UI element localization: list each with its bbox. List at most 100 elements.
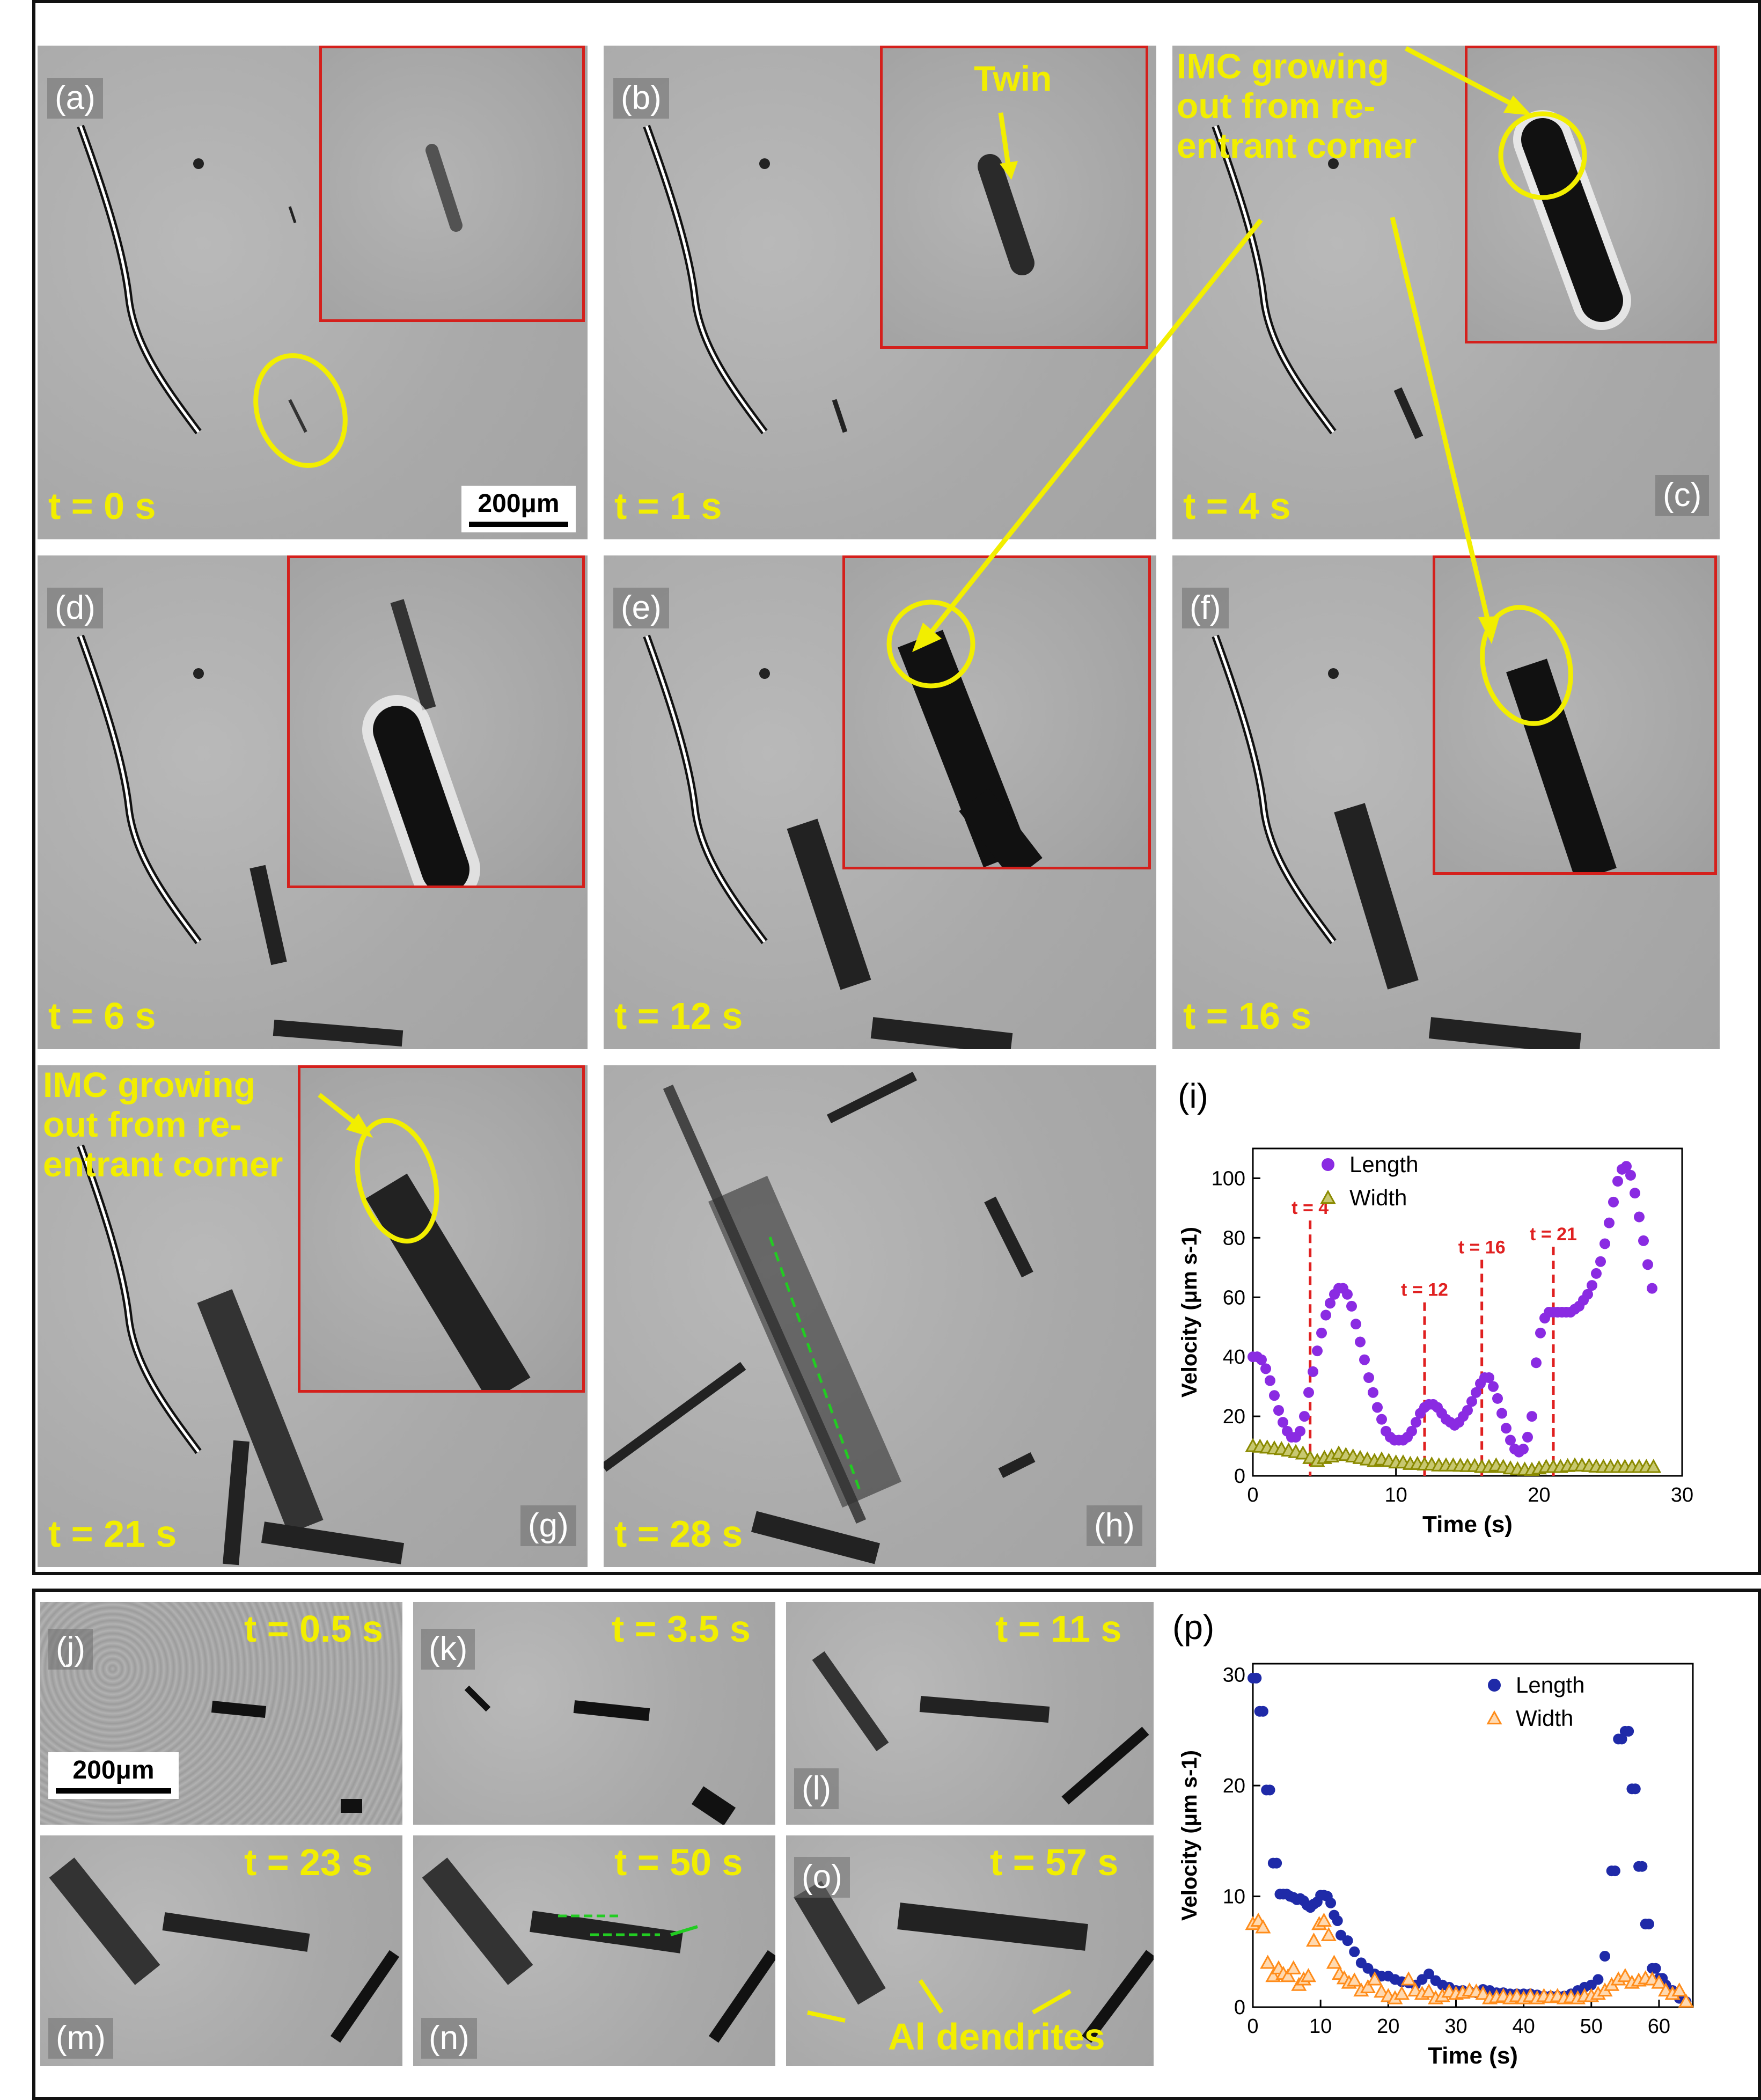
x-axis-label: Time (s) [1422,1511,1513,1538]
data-point-length [1608,1196,1619,1208]
panel-j: (j) t = 0.5 s 200μm [40,1602,402,1825]
data-point-length [1462,1405,1473,1416]
data-point-length [1256,1354,1267,1365]
time-marker-label: t = 12 [1401,1280,1448,1300]
scale-bar: 200μm [48,1752,179,1799]
data-point-length [1643,1919,1654,1930]
panel-label: (b) [613,78,669,119]
data-point-length [1411,1417,1421,1428]
highlight-ellipse [355,1117,439,1244]
data-point-length [1303,1387,1314,1398]
panel-label: (g) [520,1505,576,1547]
velocity-chart-i: 0 10 20 30 0 20 40 60 80 100 Time (s) Velocity (μm … [1178,1147,1693,1538]
data-point-length [1492,1393,1503,1404]
time-label: t = 57 s [990,1841,1119,1883]
data-point-length [1278,1417,1288,1428]
data-point-length [1320,1309,1331,1321]
imc-annotation: IMC growing out from re- entrant corner [43,1065,283,1184]
data-point-length [1264,1784,1275,1796]
y-tick-label: 100 [1212,1167,1245,1190]
x-tick-label: 10 [1385,1484,1407,1506]
panel-label: (d) [47,588,103,629]
panel-n: (n) t = 50 s [413,1835,775,2066]
data-point-length [1593,1974,1604,1985]
chart-p-label: (p) [1172,1608,1215,1647]
panel-c: IMC growing out from re- entrant corner … [1172,46,1720,539]
panel-e: (e) t = 12 s [604,555,1156,1049]
velocity-chart-p: 0 10 20 30 40 50 60 0 10 20 30 Time (s) Velocity (μm… [1178,1663,1694,2069]
data-point-length [1625,1169,1636,1181]
data-point-length [1522,1431,1533,1443]
panel-h-micrograph [604,1071,1036,1564]
y-tick-label: 60 [1223,1286,1245,1309]
data-point-length [1332,1915,1343,1926]
guide-line [768,1236,863,1495]
x-tick-label: 0 [1247,2015,1258,2038]
highlight-ellipse [253,353,348,468]
panel-label: (h) [1087,1505,1142,1547]
data-point-length [1587,1280,1597,1291]
data-point-length [1630,1188,1640,1199]
x-tick-label: 30 [1671,1484,1693,1506]
data-point-length [1634,1211,1645,1223]
panel-a: (a) 200μm t = 0 s [38,46,588,539]
data-point-width [1260,1955,1276,1969]
zoom-inset: Twin [880,46,1148,349]
scale-bar: 200μm [461,486,576,532]
data-point-width [1255,1919,1271,1934]
data-point-length [1630,1783,1641,1795]
highlight-ellipse [1480,605,1573,726]
data-point-length [1406,1425,1417,1437]
data-point-length [1295,1425,1305,1437]
data-point-length [1591,1268,1602,1279]
time-label: t = 16 s [1183,995,1312,1037]
data-point-length [1368,1387,1378,1398]
x-axis-label: Time (s) [1428,2043,1518,2069]
time-label: t = 28 s [614,1513,743,1555]
panel-d: (d) t = 6 s [38,555,588,1049]
panel-l: (l) t = 11 s [786,1602,1154,1825]
data-point-width [1295,1445,1311,1460]
chart-i-label: (i) [1178,1077,1208,1115]
panel-g: IMC growing out from re- entrant corner … [38,1065,588,1567]
data-point-length [1424,1969,1434,1980]
y-axis-label: Velocity (μm s-1) [1178,1750,1201,1921]
legend-label: Length [1349,1152,1418,1177]
x-tick-label: 20 [1528,1484,1550,1506]
data-point-length [1604,1217,1615,1228]
data-point-length [1642,1259,1653,1270]
time-label: t = 11 s [995,1608,1122,1650]
panel-label: (j) [48,1629,93,1670]
panel-label: (f) [1182,588,1229,629]
data-point-length [1609,1865,1620,1877]
time-label: t = 23 s [244,1841,373,1883]
panel-label: (k) [421,1629,475,1670]
data-point-length [1637,1861,1648,1872]
data-point-length [1265,1375,1275,1386]
panel-label: (n) [421,2018,477,2059]
data-point-width [1646,1459,1662,1473]
y-axis-label: Velocity (μm s-1) [1178,1227,1201,1397]
data-point-width [1360,1979,1376,1993]
legend-marker [1488,1679,1501,1692]
data-point-length [1299,1411,1310,1422]
data-point-width [1421,1984,1437,1998]
panel-o: (o) t = 57 s Al dendrites [786,1835,1154,2066]
data-point-length [1527,1411,1537,1422]
y-tick-label: 40 [1223,1346,1245,1369]
highlight-circle [1498,111,1587,200]
legend-marker [1322,1158,1334,1171]
panel-k: (k) t = 3.5 s [413,1602,775,1825]
data-point-length [1257,1706,1268,1717]
panel-m: (m) t = 23 s [40,1835,402,2066]
time-label: t = 6 s [48,995,156,1037]
data-point-length [1518,1444,1529,1455]
x-tick-label: 10 [1309,2015,1332,2038]
y-tick-label: 10 [1223,1886,1245,1908]
y-tick-label: 30 [1223,1664,1245,1687]
imc-annotation: IMC growing out from re- entrant corner [1177,46,1417,165]
time-label: t = 12 s [614,995,743,1037]
data-point-width [1400,1971,1417,1986]
data-point-length [1650,1963,1661,1974]
y-tick-label: 0 [1234,1465,1245,1488]
